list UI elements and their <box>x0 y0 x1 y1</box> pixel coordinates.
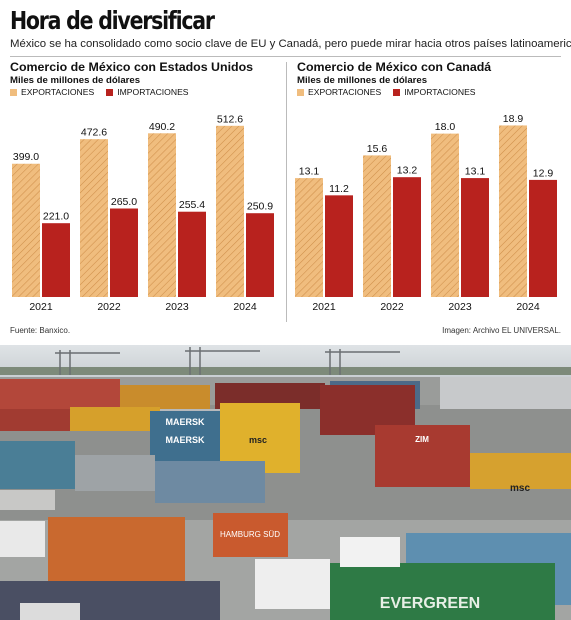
svg-text:EVERGREEN: EVERGREEN <box>380 595 480 612</box>
bar-imports-2023 <box>178 211 206 297</box>
svg-text:ZIM: ZIM <box>415 435 429 444</box>
legend-exports-swatch <box>10 88 17 96</box>
chart-ca-legend: EXPORTACIONES IMPORTACIONES <box>297 87 476 97</box>
data-label-imports-2024: 12.9 <box>533 167 554 179</box>
page-title: Hora de diversificar <box>10 6 215 35</box>
bar-exports-2024 <box>216 125 244 297</box>
top-rule <box>10 56 561 57</box>
chart-ca-title: Comercio de México con Canadá <box>297 60 492 74</box>
bar-imports-2022 <box>110 208 138 297</box>
legend-imports-swatch <box>106 88 114 96</box>
bar-imports-2024 <box>529 179 557 297</box>
data-label-imports-2021: 221.0 <box>43 211 69 223</box>
bar-imports-2022 <box>393 177 421 297</box>
svg-text:MAERSK: MAERSK <box>165 417 205 427</box>
legend-exports-label: EXPORTACIONES <box>21 87 95 97</box>
bar-exports-2022 <box>80 139 108 297</box>
x-tick-label-2021: 2021 <box>29 301 53 313</box>
bar-exports-2023 <box>431 133 459 297</box>
data-label-exports-2024: 18.9 <box>503 113 524 125</box>
x-tick-label-2022: 2022 <box>380 301 404 313</box>
data-label-exports-2022: 472.6 <box>81 127 107 139</box>
x-tick-label-2022: 2022 <box>97 301 121 313</box>
legend-imports-label: IMPORTACIONES <box>117 87 189 97</box>
chart-ca-unit: Miles de millones de dólares <box>297 75 428 86</box>
svg-text:HAMBURG SÜD: HAMBURG SÜD <box>220 530 280 539</box>
bar-exports-2024 <box>499 125 527 297</box>
svg-text:msc: msc <box>249 435 267 445</box>
svg-text:msc: msc <box>510 483 530 494</box>
x-tick-label-2021: 2021 <box>312 301 336 313</box>
x-tick-label-2023: 2023 <box>165 301 189 313</box>
data-label-exports-2021: 13.1 <box>299 166 320 178</box>
bar-imports-2021 <box>325 195 353 297</box>
x-tick-label-2024: 2024 <box>233 301 257 313</box>
legend-exports-label: EXPORTACIONES <box>308 87 382 97</box>
chart-us-legend: EXPORTACIONES IMPORTACIONES <box>10 87 189 97</box>
data-label-exports-2022: 15.6 <box>367 143 388 155</box>
bar-imports-2023 <box>461 178 489 297</box>
data-label-imports-2021: 11.2 <box>329 183 349 195</box>
data-label-exports-2024: 512.6 <box>217 113 243 125</box>
panel-divider <box>286 62 287 322</box>
bar-imports-2021 <box>42 223 70 297</box>
data-label-exports-2021: 399.0 <box>13 151 39 163</box>
data-label-exports-2023: 490.2 <box>149 121 175 133</box>
port-container-yard-photo: MAERSK MAERSK msc ZIM msc HAMBURG SÜD MA… <box>0 345 571 620</box>
data-label-imports-2022: 13.2 <box>397 165 418 177</box>
source-note: Fuente: Banxico. <box>10 326 71 335</box>
data-label-imports-2023: 13.1 <box>465 166 486 178</box>
x-tick-label-2024: 2024 <box>516 301 540 313</box>
chart-us-unit: Miles de millones de dólares <box>10 75 141 86</box>
image-credit: Imagen: Archivo EL UNIVERSAL. <box>442 326 561 335</box>
data-label-imports-2023: 255.4 <box>179 199 205 211</box>
page-subtitle: México se ha consolidado como socio clav… <box>10 38 571 50</box>
x-tick-label-2023: 2023 <box>448 301 472 313</box>
bar-exports-2022 <box>363 155 391 297</box>
bar-exports-2023 <box>148 133 176 297</box>
data-label-imports-2024: 250.9 <box>247 201 273 213</box>
legend-imports-swatch <box>393 88 401 96</box>
chart-us: 399.0 221.0 2021 472.6 265.0 2022 490.2 255.4 20… <box>12 113 274 313</box>
svg-text:MAERSK: MAERSK <box>165 435 205 445</box>
data-label-imports-2022: 265.0 <box>111 196 137 208</box>
bar-imports-2024 <box>246 213 274 297</box>
legend-imports-label: IMPORTACIONES <box>404 87 476 97</box>
legend-exports-swatch <box>297 88 304 96</box>
data-label-exports-2023: 18.0 <box>435 121 456 133</box>
chart-ca: 13.1 11.2 2021 15.6 13.2 2022 18.0 13.1 2023 18.9… <box>295 113 557 313</box>
chart-us-title: Comercio de México con Estados Unidos <box>10 60 254 74</box>
bar-exports-2021 <box>12 163 40 297</box>
bar-exports-2021 <box>295 178 323 297</box>
